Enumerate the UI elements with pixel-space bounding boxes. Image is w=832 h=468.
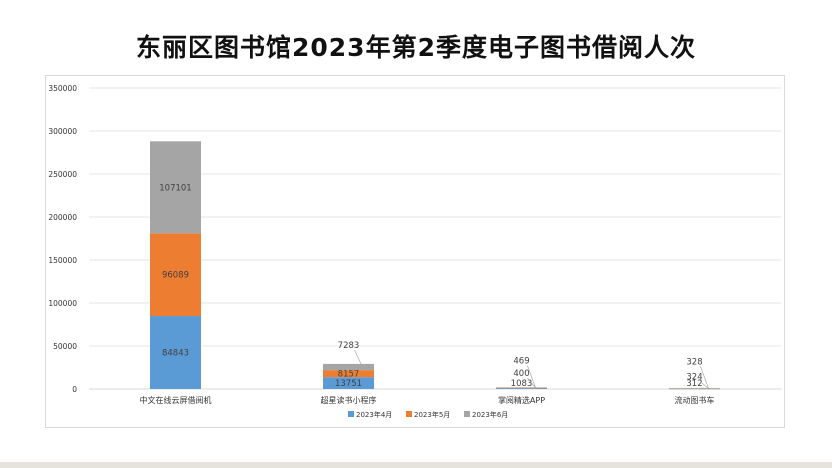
legend-swatch: [464, 411, 470, 417]
y-tick-label: 0: [72, 385, 77, 394]
leader-line: [527, 365, 536, 388]
y-tick-label: 350000: [48, 84, 77, 93]
data-label: 328: [686, 357, 702, 367]
page-bottom-rule: [0, 462, 832, 468]
bar-segment: [323, 370, 374, 378]
legend-label: 2023年6月: [472, 410, 508, 419]
bar-segment: [669, 388, 720, 389]
data-label: 7283: [338, 341, 360, 351]
data-label: 96089: [162, 271, 189, 281]
bar-segment: [150, 316, 201, 389]
x-tick-label: 中文在线云屏借阅机: [140, 395, 212, 405]
y-tick-label: 200000: [48, 213, 77, 222]
leader-line: [700, 366, 709, 389]
y-tick-label: 50000: [53, 342, 77, 351]
data-label: 312: [686, 379, 702, 389]
data-label: 469: [513, 357, 529, 367]
data-label: 1083: [511, 379, 533, 389]
y-tick-label: 300000: [48, 127, 77, 136]
bar-segment: [150, 233, 201, 317]
leader-line: [700, 381, 709, 389]
legend-label: 2023年5月: [414, 410, 450, 419]
x-tick-label: 超星读书小程序: [321, 395, 377, 405]
y-tick-label: 100000: [48, 299, 77, 308]
bar-segment: [323, 377, 374, 389]
legend-label: 2023年4月: [356, 410, 392, 419]
data-label: 324: [686, 373, 702, 383]
x-tick-label: 掌阅精选APP: [498, 395, 545, 405]
legend-swatch: [348, 411, 354, 417]
bar-segment: [496, 387, 547, 388]
y-tick-label: 250000: [48, 170, 77, 179]
data-label: 107101: [159, 183, 191, 193]
bar-segment: [323, 363, 374, 371]
bar-segment: [496, 387, 547, 389]
stacked-bar-chart: 0 50000 100000 150000 200000 250000 300000 3500…: [48, 84, 781, 419]
x-tick-label: 流动图书车: [675, 395, 715, 405]
bar-segment: [150, 141, 201, 234]
data-label: 13751: [335, 379, 362, 389]
legend-swatch: [406, 411, 412, 417]
bar-segment: [669, 388, 720, 389]
chart-title: 东丽区图书馆2023年第2季度电子图书借阅人次: [136, 33, 696, 62]
leader-line: [527, 377, 536, 389]
bar-segment: [669, 388, 720, 390]
data-label: 400: [513, 369, 529, 379]
leader-line: [354, 350, 363, 368]
chart-frame: 0 50000 100000 150000 200000 250000 300000 3500…: [45, 75, 785, 428]
data-label: 84843: [162, 349, 189, 359]
bar-segment: [496, 388, 547, 389]
y-tick-label: 150000: [48, 256, 77, 265]
data-label: 8157: [338, 370, 360, 380]
